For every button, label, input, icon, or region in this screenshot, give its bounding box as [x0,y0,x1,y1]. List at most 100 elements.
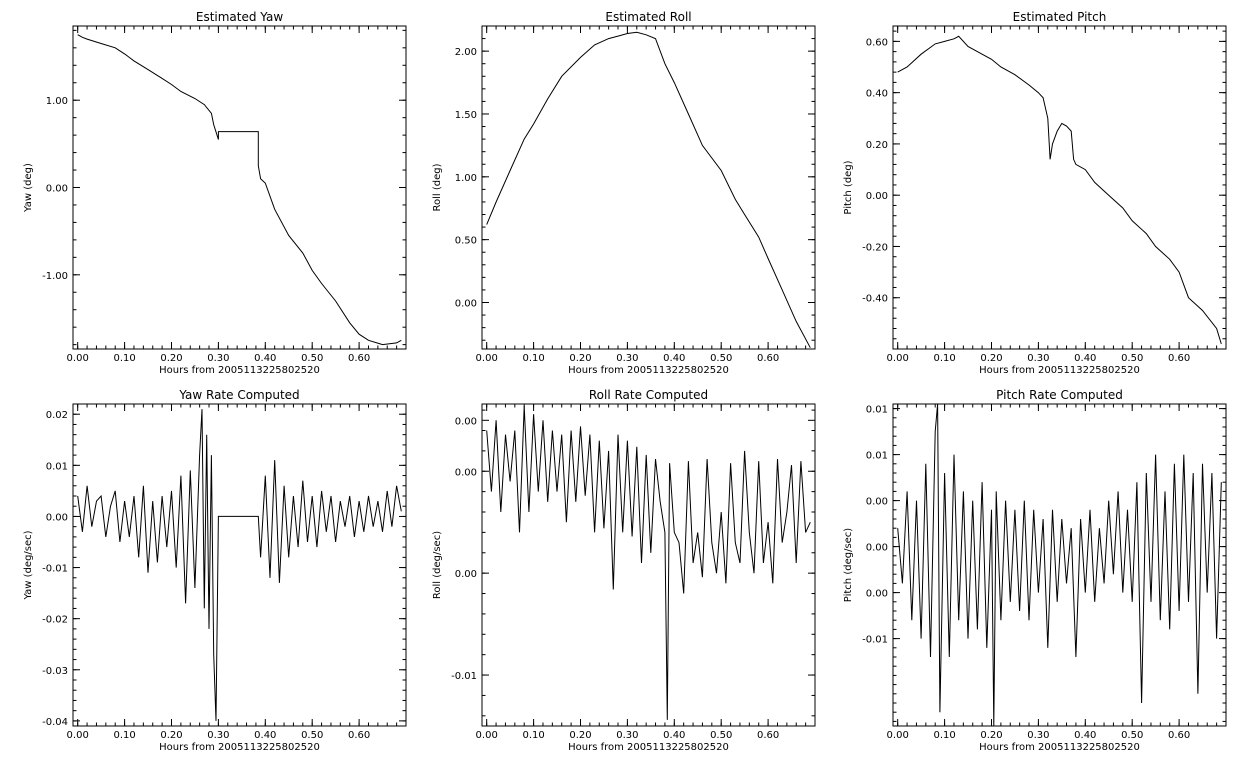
x-tick-label: 0.60 [348,353,370,364]
x-tick-label: 0.00 [887,730,909,741]
y-tick-label: 0.50 [455,236,477,247]
x-tick-label: 0.40 [663,730,685,741]
chart-title: Estimated Roll [605,10,691,24]
y-tick-label: -0.40 [862,294,888,305]
chart-title: Estimated Pitch [1013,10,1107,24]
chart-yaw-rate-computed: Yaw Rate Computed Hours from 200511322580… [23,388,407,753]
x-tick-label: 0.10 [522,730,544,741]
series-line [486,31,811,348]
y-tick-label: 0.00 [46,184,68,195]
y-tick-label: -0.20 [862,242,888,253]
series-line [77,34,402,346]
chart-roll-rate-computed: Roll Rate Computed Hours from 20051132258… [432,388,816,753]
y-tick-label: 0.00 [46,512,68,523]
x-tick-label: 0.40 [663,353,685,364]
x-tick-label: 0.00 [476,353,498,364]
plot-frame [892,25,1227,350]
y-axis-label: Roll (deg/sec) [432,531,443,599]
y-tick-label: -0.01 [862,635,888,646]
y-tick-label: 0.20 [866,140,888,151]
y-axis-label: Yaw (deg) [23,163,34,213]
y-tick-label: -0.04 [42,717,68,728]
y-tick-label: -0.03 [42,666,68,677]
x-tick-label: 0.00 [476,730,498,741]
y-tick-label: 0.00 [866,589,888,600]
chart-title: Pitch Rate Computed [996,388,1123,402]
y-tick-label: 0.02 [46,410,68,421]
plot-frame [72,25,407,350]
x-tick-label: 0.50 [710,730,732,741]
y-tick-label: 0.00 [455,298,477,309]
chart-estimated-pitch: Estimated Pitch Hours from 20051132258025… [843,10,1227,376]
x-tick-label: 0.30 [1027,353,1049,364]
y-tick-label: 0.00 [866,497,888,508]
x-tick-label: 0.20 [569,730,591,741]
x-tick-label: 0.60 [1168,730,1190,741]
x-axis-label: Hours from 2005113225802520 [159,365,320,376]
x-tick-label: 0.30 [616,730,638,741]
x-tick-label: 0.30 [207,353,229,364]
x-tick-label: 0.10 [113,730,135,741]
y-tick-label: 0.40 [866,89,888,100]
y-tick-label: -0.02 [42,615,68,626]
chart-estimated-roll: Estimated Roll Hours from 200511322580252… [432,10,816,376]
y-tick-label: 0.00 [455,569,477,580]
x-tick-label: 0.60 [757,353,779,364]
chart-title: Yaw Rate Computed [178,388,299,402]
y-tick-label: 1.00 [46,96,68,107]
x-tick-label: 0.20 [980,353,1002,364]
x-tick-label: 0.50 [710,353,732,364]
y-axis-label: Pitch (deg/sec) [843,528,854,603]
x-axis-label: Hours from 2005113225802520 [979,365,1140,376]
y-tick-label: -0.01 [451,671,477,682]
y-axis-label: Yaw (deg/sec) [23,530,34,600]
chart-pitch-rate-computed: Pitch Rate Computed Hours from 2005113225… [843,388,1227,753]
x-tick-label: 0.00 [67,730,89,741]
x-tick-label: 0.40 [1074,730,1096,741]
x-tick-label: 0.30 [207,730,229,741]
x-tick-label: 0.50 [301,353,323,364]
x-axis-label: Hours from 2005113225802520 [568,742,729,753]
plot-frame [72,403,407,727]
y-axis-label: Roll (deg) [432,163,443,211]
plot-frame [481,403,816,727]
x-tick-label: 0.20 [980,730,1002,741]
series-line [897,403,1222,727]
x-tick-label: 0.40 [254,353,276,364]
y-tick-label: 0.01 [866,405,888,416]
x-tick-label: 0.30 [1027,730,1049,741]
y-tick-label: 1.00 [455,173,477,184]
x-tick-label: 0.50 [301,730,323,741]
x-tick-label: 0.10 [113,353,135,364]
y-tick-label: 2.00 [455,47,477,58]
x-tick-label: 0.20 [569,353,591,364]
y-tick-label: 0.00 [455,467,477,478]
series-line [897,35,1222,345]
x-tick-label: 0.50 [1121,353,1143,364]
series-line [77,409,402,721]
x-tick-label: 0.60 [348,730,370,741]
x-axis-label: Hours from 2005113225802520 [159,742,320,753]
x-tick-label: 0.10 [933,730,955,741]
y-tick-label: 1.50 [455,110,477,121]
x-tick-label: 0.20 [160,353,182,364]
y-tick-label: -0.01 [42,564,68,575]
y-tick-label: 0.00 [866,543,888,554]
chart-estimated-yaw: Estimated Yaw Hours from 2005113225802520… [23,10,407,376]
y-tick-label: -1.00 [42,271,68,282]
x-tick-label: 0.60 [1168,353,1190,364]
chart-title: Roll Rate Computed [589,388,708,402]
chart-title: Estimated Yaw [196,10,283,24]
x-tick-label: 0.60 [757,730,779,741]
x-tick-label: 0.30 [616,353,638,364]
y-tick-label: 0.01 [46,461,68,472]
x-tick-label: 0.00 [887,353,909,364]
x-tick-label: 0.40 [1074,353,1096,364]
y-tick-label: 0.00 [866,191,888,202]
y-axis-label: Pitch (deg) [843,160,854,214]
x-axis-label: Hours from 2005113225802520 [979,742,1140,753]
x-tick-label: 0.10 [522,353,544,364]
x-tick-label: 0.50 [1121,730,1143,741]
series-line [486,405,811,720]
